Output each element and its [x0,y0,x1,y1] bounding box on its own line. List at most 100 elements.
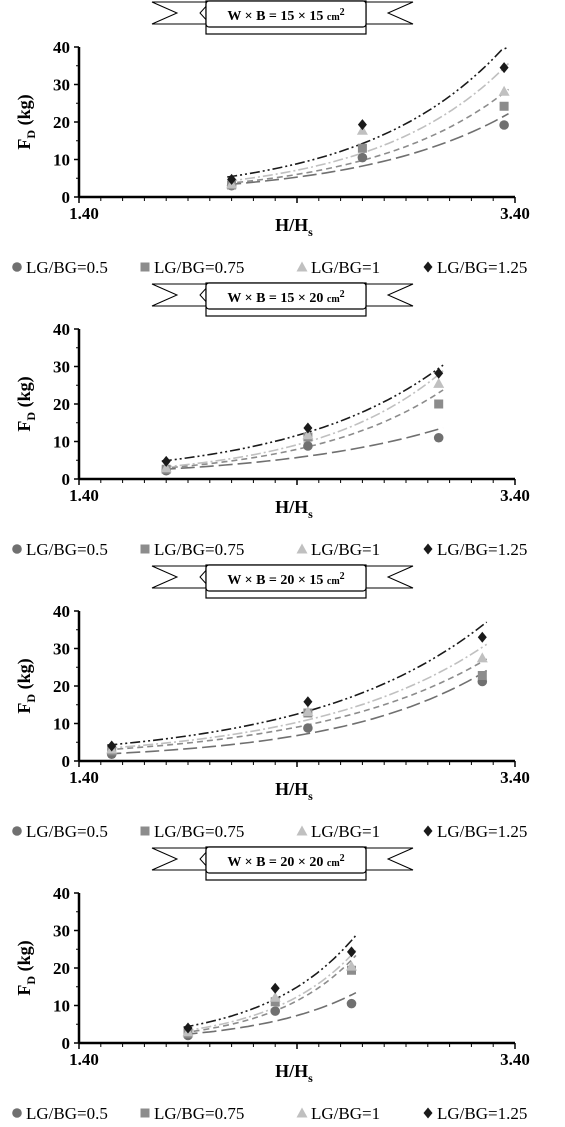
legend-label: LG/BG=0.75 [154,258,244,277]
data-point-square [499,101,509,111]
y-tick-label: 0 [62,188,71,207]
data-point-square [357,143,367,153]
data-point-diamond [227,173,237,185]
legend-marker-circle [12,826,22,836]
data-point-diamond [107,740,117,752]
x-tick-label: 3.40 [500,1050,530,1069]
legend-label: LG/BG=0.5 [26,540,108,559]
y-tick-label: 0 [62,1034,71,1053]
data-point-square [434,399,444,409]
data-point-diamond [499,62,509,74]
legend: LG/BG=0.5 LG/BG=0.75 LG/BG=1 LG/BG=1.25 [12,540,527,559]
trendline-circle [107,669,488,755]
legend-label: LG/BG=0.5 [26,258,108,277]
legend-label: LG/BG=1 [311,1104,380,1123]
legend-label: LG/BG=1.25 [437,540,527,559]
x-axis-title: H/Hs [275,779,313,803]
ribbon-left-tail [151,283,212,307]
y-tick-label: 40 [53,320,70,339]
chart-panel: W × B = 15 × 20 cm2 FD (kg) 0 10 20 30 40 1.40 3… [12,282,530,559]
chart-panel: W × B = 20 × 15 cm2 FD (kg) 0 10 20 30 40 1.40 3… [12,564,530,841]
data-point-square [477,671,487,680]
data-point-triangle [476,652,488,663]
y-tick-label: 40 [53,602,70,621]
legend-marker-triangle [296,543,308,554]
chart-title-banner: W × B = 20 × 15 cm2 [151,564,414,599]
data-point-circle [346,998,357,1009]
trendline-diamond [161,364,444,462]
legend-marker-diamond [423,543,433,555]
data-point-circle [270,1006,281,1016]
trendline-square [183,954,357,1034]
data-point-triangle [433,377,445,388]
x-tick-label: 3.40 [500,768,530,787]
legend-marker-diamond [423,1107,433,1119]
trendline-triangle [107,643,488,749]
legend-label: LG/BG=0.5 [26,1104,108,1123]
y-axis-title: FD (kg) [14,94,38,149]
data-point-circle [433,432,444,443]
legend: LG/BG=0.5 LG/BG=0.75 LG/BG=1 LG/BG=1.25 [12,258,527,277]
data-point-diamond [161,455,171,467]
x-tick-label: 3.40 [500,486,530,505]
x-axis-title: H/Hs [275,1061,313,1085]
chart-title: W × B = 20 × 20 cm2 [227,853,344,870]
chart-title-banner: W × B = 20 × 20 cm2 [151,846,414,881]
x-axis-title: H/Hs [275,215,313,239]
data-point-diamond [434,367,444,379]
legend-label: LG/BG=1 [311,540,380,559]
trendline-circle [227,112,509,186]
x-tick-label: 1.40 [69,204,99,223]
data-point-circle [303,723,313,733]
legend-label: LG/BG=0.75 [154,1104,244,1123]
legend-marker-triangle [296,1107,308,1118]
ribbon-left-tail [151,847,212,871]
trendline-triangle [227,62,510,182]
legend-marker-square [140,262,150,272]
trendline-diamond [227,46,509,178]
ribbon-box [205,564,367,592]
y-tick-label: 30 [53,76,70,95]
legend-label: LG/BG=1.25 [437,258,527,277]
chart-title: W × B = 20 × 15 cm2 [227,571,344,588]
data-point-triangle [302,706,314,716]
legend-marker-triangle [296,261,308,272]
chart-title-banner: W × B = 15 × 20 cm2 [151,282,414,317]
y-tick-label: 10 [53,151,70,170]
x-tick-label: 3.40 [500,204,530,223]
chart-title: W × B = 15 × 20 cm2 [227,289,344,306]
legend-label: LG/BG=1 [311,822,380,841]
ribbon-box [205,846,367,874]
y-tick-label: 20 [53,113,70,132]
trendline-square [107,658,488,751]
y-tick-label: 10 [53,715,70,734]
chart-title-banner: W × B = 15 × 15 cm2 [151,0,414,35]
legend-label: LG/BG=0.5 [26,822,108,841]
data-point-diamond [477,631,487,643]
data-point-triangle [160,462,172,473]
data-point-circle [499,120,509,130]
y-tick-label: 20 [53,959,70,978]
data-point-triangle [346,960,357,971]
y-tick-label: 0 [62,470,71,489]
legend: LG/BG=0.5 LG/BG=0.75 LG/BG=1 LG/BG=1.25 [12,822,527,841]
ribbon-box [205,282,367,310]
legend-marker-square [140,826,150,836]
y-tick-label: 10 [53,997,70,1016]
trendline-diamond [107,621,488,746]
legend: LG/BG=0.5 LG/BG=0.75 LG/BG=1 LG/BG=1.25 [12,1104,527,1123]
data-point-diamond [347,946,356,958]
legend-marker-triangle [296,825,308,836]
y-axis-title: FD (kg) [14,376,38,431]
trendline-diamond [183,934,357,1028]
data-point-diamond [303,422,313,434]
trendline-square [161,389,444,470]
legend-marker-circle [12,1108,22,1118]
data-point-triangle [269,991,281,1002]
y-tick-label: 20 [53,677,70,696]
y-axis-title: FD (kg) [14,940,38,995]
data-point-diamond [270,982,280,994]
y-tick-label: 10 [53,433,70,452]
x-tick-label: 1.40 [69,1050,99,1069]
legend-marker-diamond [423,825,433,837]
